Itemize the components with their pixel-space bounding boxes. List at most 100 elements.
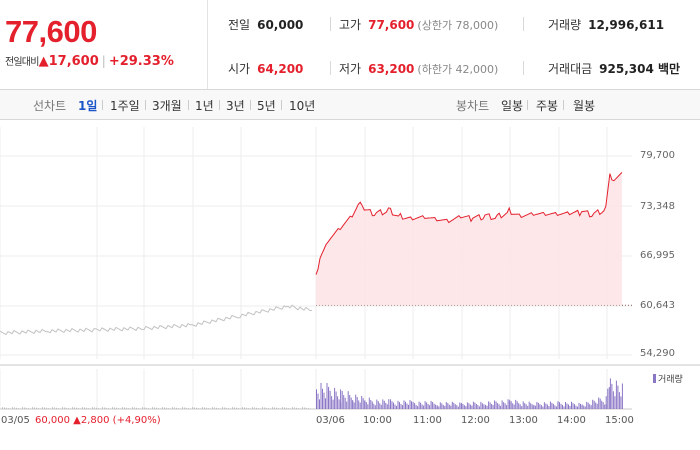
volume-bar (56, 407, 57, 409)
tab-10year[interactable]: 10년 (289, 99, 316, 113)
volume-bar (2, 407, 3, 409)
volume-bar (433, 403, 435, 409)
volume-bar (186, 407, 187, 409)
volume-bar (593, 400, 595, 409)
volume-bar (260, 408, 261, 409)
volume-bar (194, 407, 195, 409)
volume-bar (411, 401, 412, 409)
volume-legend-label: 거래량 (658, 375, 683, 385)
volume-bar (474, 402, 476, 409)
volume-bar (361, 396, 363, 409)
volume-bar (204, 407, 205, 409)
volume-bar (64, 407, 65, 409)
volume-bar (448, 404, 450, 409)
volume-bar (150, 408, 151, 409)
volume-bar (20, 408, 21, 409)
tab-1year[interactable]: 1년 (195, 99, 214, 113)
volume-bar (96, 407, 97, 409)
volume-bar (38, 408, 39, 409)
volume-bar (377, 401, 379, 409)
volume-bar (82, 407, 83, 409)
volume-bar (92, 407, 93, 409)
today-line (315, 172, 623, 275)
volume-bar (542, 406, 544, 409)
x-tick-label: 03/06 (316, 415, 345, 426)
volume-bar (414, 403, 416, 409)
volume-bar (383, 400, 385, 409)
volume-bar (555, 406, 557, 409)
volume-bar (88, 408, 89, 409)
volume-bar (596, 403, 598, 409)
volume-bar (498, 404, 500, 409)
volume-bar (552, 403, 554, 409)
volume-bar (465, 406, 467, 409)
volume-bar (329, 390, 331, 409)
tab-monthly-candle[interactable]: 월봉 (573, 99, 596, 113)
volume-bar (154, 407, 155, 409)
volume-bar (557, 401, 559, 409)
stat-value: 64,200 (257, 62, 304, 76)
volume-bar (30, 408, 31, 409)
volume-bar (418, 401, 420, 409)
volume-bar (332, 399, 334, 409)
volume-bar (62, 407, 63, 409)
volume-bar (248, 408, 249, 409)
volume-bar (14, 407, 15, 409)
volume-bar (370, 400, 372, 409)
volume-bar (343, 395, 345, 409)
tab-1week[interactable]: 1주일 (110, 99, 140, 113)
volume-bar (286, 407, 287, 409)
stat-value: 60,000 (257, 18, 304, 32)
volume-bar (130, 408, 131, 409)
tab-1day[interactable]: 1일 (78, 99, 98, 113)
x-tick-label: 14:00 (557, 415, 586, 426)
volume-bar (466, 402, 468, 409)
change-rate: +29.33% (108, 54, 174, 69)
volume-bar (346, 401, 348, 409)
volume-bar (188, 408, 189, 409)
volume-bar (292, 407, 293, 409)
tab-5year[interactable]: 5년 (257, 99, 276, 113)
prev-day-info: 60,000 ▲2,800 (+4,90%) (35, 415, 161, 426)
y-tick-label: 54,290 (640, 348, 675, 359)
stat-label: 전일 (228, 18, 251, 32)
volume-bar (190, 408, 191, 409)
volume-bar (423, 405, 425, 409)
volume-bar (18, 408, 19, 409)
volume-bar (306, 407, 307, 409)
volume-bar (438, 406, 440, 409)
volume-bar (447, 403, 449, 409)
volume-bar (451, 401, 453, 409)
volume-bar (571, 401, 572, 409)
volume-bar (522, 401, 524, 409)
volume-bar (72, 407, 73, 409)
volume-bar (353, 402, 355, 409)
tab-daily-candle[interactable]: 일봉 (501, 99, 524, 113)
stat-value: 925,304 백만 (599, 62, 681, 76)
volume-bar (36, 407, 37, 409)
tab-3year[interactable]: 3년 (226, 99, 245, 113)
volume-bar (417, 406, 419, 409)
volume-bar (359, 402, 361, 409)
volume-bar (551, 402, 553, 409)
volume-bar (323, 392, 325, 409)
volume-bar (52, 407, 53, 409)
volume-bar (262, 407, 263, 409)
volume-bar (172, 407, 173, 409)
volume-bar (450, 405, 452, 409)
volume-bar (483, 404, 485, 409)
candle-chart-label: 봉차트 (456, 99, 490, 113)
volume-bar (284, 407, 285, 409)
change-row: 전일대비▲17,600 | +29.33% (5, 53, 174, 69)
tab-3month[interactable]: 3개월 (152, 99, 182, 113)
volume-bar (326, 383, 328, 409)
volume-bar (128, 408, 129, 409)
volume-bar (22, 407, 23, 409)
volume-bar (396, 405, 397, 409)
volume-bar (276, 407, 277, 409)
volume-bar (334, 387, 336, 409)
volume-bar (602, 402, 604, 409)
tab-weekly-candle[interactable]: 주봉 (536, 99, 559, 113)
volume-legend: 거래량 (653, 372, 683, 385)
volume-bar (586, 401, 588, 409)
